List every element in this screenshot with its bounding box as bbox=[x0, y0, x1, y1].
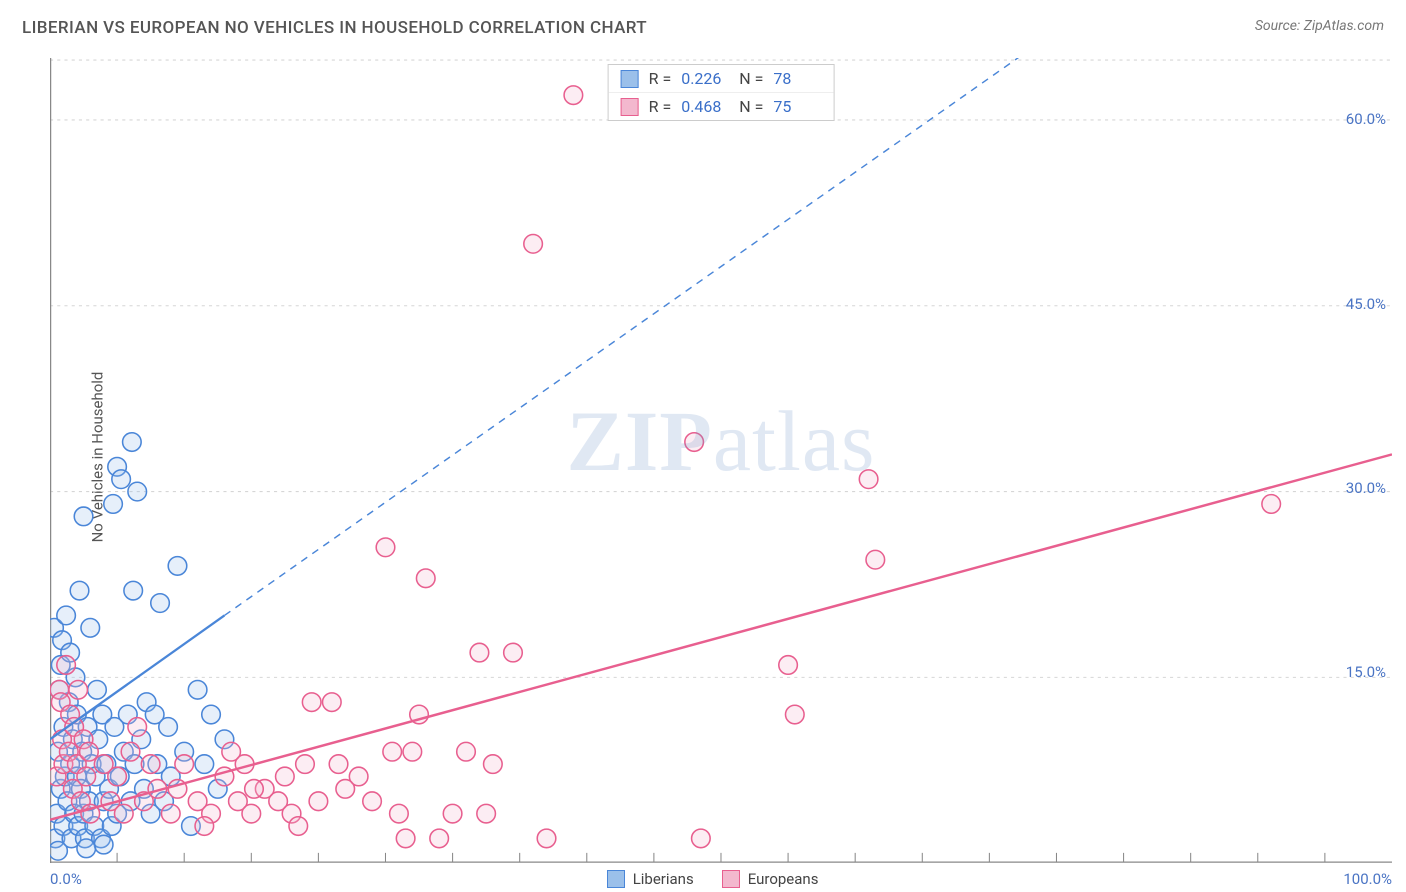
stats-row-europeans: R = 0.468 N = 75 bbox=[609, 92, 834, 120]
y-tick-label: 30.0% bbox=[1346, 479, 1386, 497]
n-label: N = bbox=[739, 69, 763, 88]
chart-title: LIBERIAN VS EUROPEAN NO VEHICLES IN HOUS… bbox=[22, 18, 647, 38]
swatch-liberians bbox=[621, 70, 639, 88]
source-attribution: Source: ZipAtlas.com bbox=[1255, 18, 1384, 34]
chart-area: No Vehicles in Household ZIPatlas R = 0.… bbox=[50, 58, 1392, 856]
source-prefix: Source: bbox=[1255, 18, 1304, 34]
bottom-legend-bar: 0.0% Liberians Europeans 100.0% bbox=[50, 870, 1392, 888]
x-min-label: 0.0% bbox=[50, 870, 82, 888]
source-name: ZipAtlas.com bbox=[1304, 18, 1384, 34]
x-max-label: 100.0% bbox=[1343, 870, 1392, 888]
series-legend: Liberians Europeans bbox=[607, 870, 819, 888]
y-tick-label: 15.0% bbox=[1346, 663, 1386, 681]
legend-item-liberians: Liberians bbox=[607, 870, 694, 888]
y-tick-label: 60.0% bbox=[1346, 110, 1386, 128]
n-label: N = bbox=[739, 97, 763, 116]
swatch-europeans-legend bbox=[722, 870, 740, 888]
swatch-europeans bbox=[621, 98, 639, 116]
legend-label-europeans: Europeans bbox=[748, 870, 819, 888]
scatter-plot bbox=[50, 58, 1392, 863]
y-tick-label: 45.0% bbox=[1346, 295, 1386, 313]
r-value-europeans: 0.468 bbox=[681, 97, 729, 116]
legend-label-liberians: Liberians bbox=[633, 870, 694, 888]
r-label: R = bbox=[649, 69, 672, 88]
r-value-liberians: 0.226 bbox=[681, 69, 729, 88]
correlation-stats-box: R = 0.226 N = 78 R = 0.468 N = 75 bbox=[608, 64, 835, 121]
n-value-europeans: 75 bbox=[773, 97, 821, 116]
r-label: R = bbox=[649, 97, 672, 116]
legend-item-europeans: Europeans bbox=[722, 870, 819, 888]
stats-row-liberians: R = 0.226 N = 78 bbox=[609, 65, 834, 92]
n-value-liberians: 78 bbox=[773, 69, 821, 88]
swatch-liberians-legend bbox=[607, 870, 625, 888]
